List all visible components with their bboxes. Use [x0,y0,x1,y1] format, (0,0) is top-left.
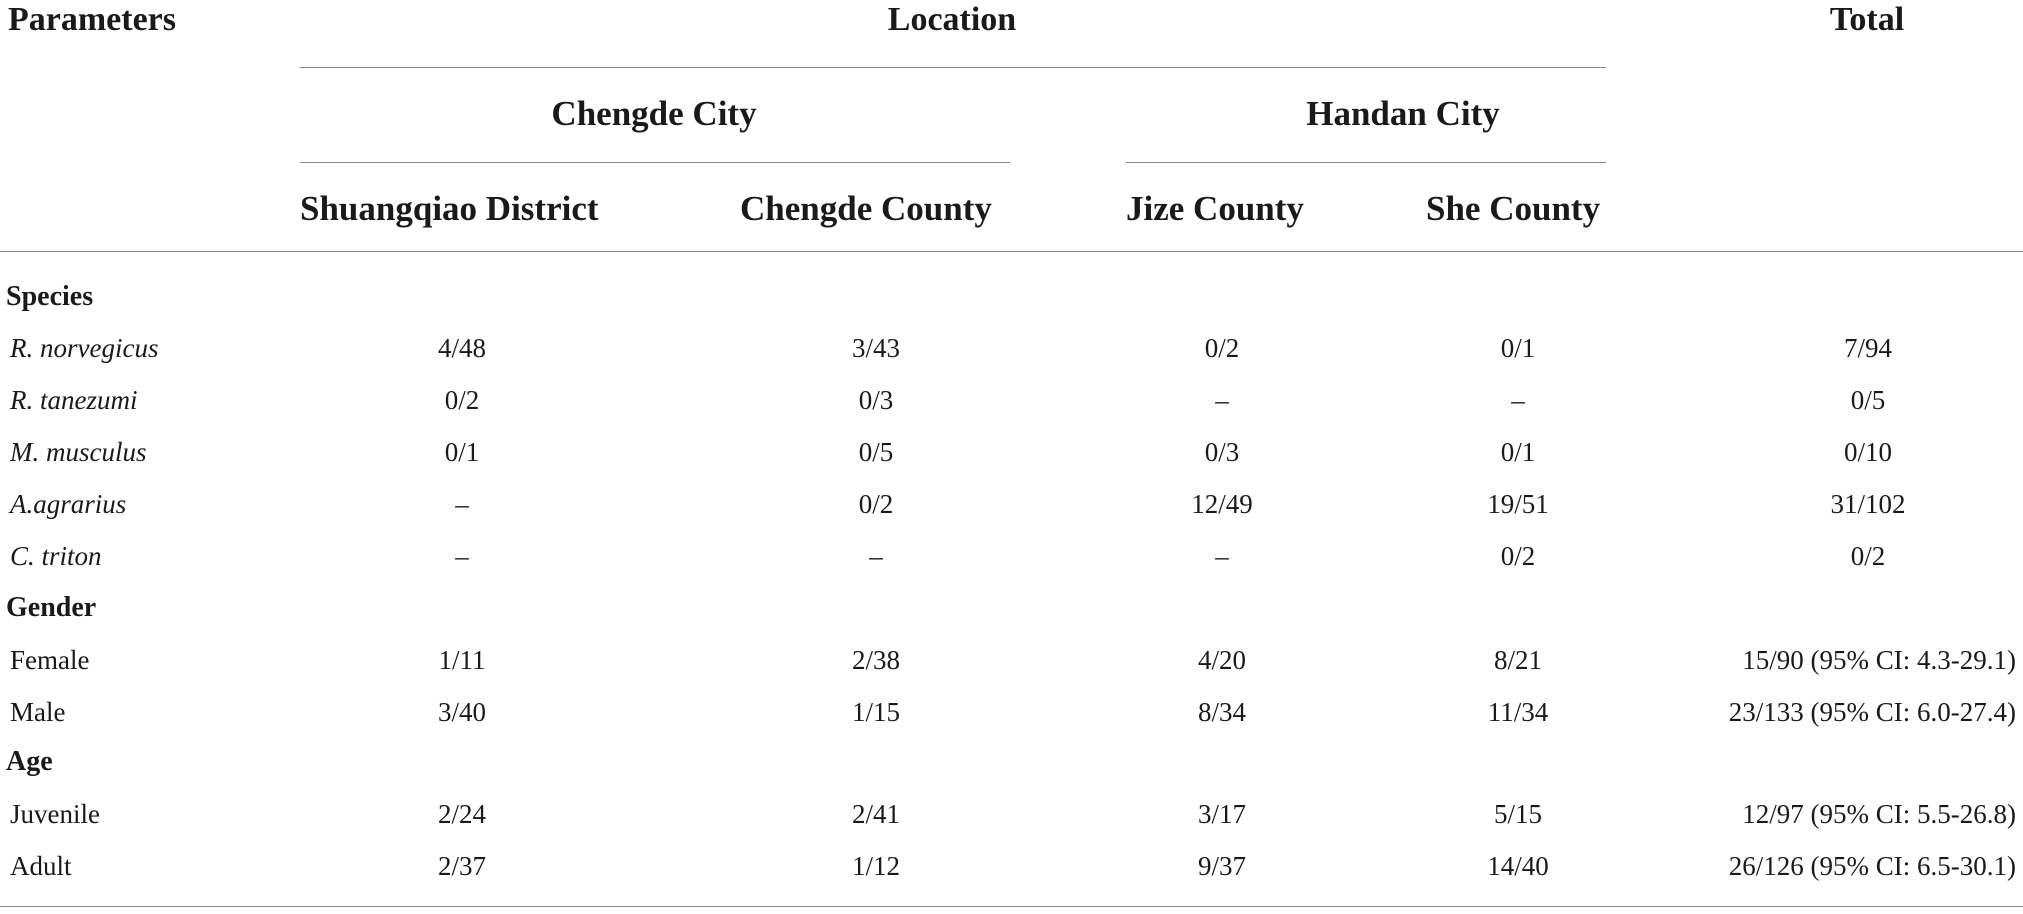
section-title-species: Species [6,281,94,312]
district-jize: Jize County [1126,189,1304,228]
cell-jize: 9/37 [1197,851,1247,881]
cell-shuangqiao: 2/24 [437,799,487,829]
header-bottom-rule [0,251,2023,252]
cell-total: 12/97 (95% CI: 5.5-26.8) [1742,799,2016,829]
city-chengde: Chengde City [551,94,757,133]
cell-total: 0/5 [1850,385,1886,415]
cell-total: 0/10 [1843,437,1893,467]
cell-chengde-county: 2/38 [851,645,901,675]
cell-jize: 0/2 [1204,333,1240,363]
cell-she: 11/34 [1487,697,1549,727]
row-label: M. musculus [10,437,147,467]
cell-chengde-county: 2/41 [851,799,901,829]
cell-jize: 3/17 [1197,799,1247,829]
cell-she: 19/51 [1487,489,1549,519]
cell-she: 8/21 [1493,645,1543,675]
city-handan: Handan City [1306,94,1500,133]
cell-shuangqiao: 2/37 [437,851,487,881]
row-label: A.agrarius [10,489,127,519]
section-title-gender: Gender [6,592,97,623]
cell-jize: – [1215,385,1229,415]
cell-jize: 4/20 [1197,645,1247,675]
cell-chengde-county: 1/12 [851,851,901,881]
cell-shuangqiao: 1/11 [438,645,486,675]
cell-shuangqiao: 4/48 [437,333,487,363]
cell-chengde-county: 0/2 [858,489,894,519]
cell-she: 5/15 [1493,799,1543,829]
row-label: Male [10,697,66,727]
district-shuangqiao: Shuangqiao District [300,189,599,228]
cell-chengde-county: 1/15 [851,697,901,727]
cell-shuangqiao: 0/2 [444,385,480,415]
row-label: Female [10,645,90,675]
header-parameters: Parameters [8,1,177,38]
handan-underline [1126,162,1606,163]
cell-she: 14/40 [1487,851,1549,881]
cell-she: 0/2 [1500,541,1536,571]
district-she: She County [1426,189,1601,228]
cell-total: 7/94 [1843,333,1893,363]
cell-shuangqiao: 3/40 [437,697,487,727]
cell-chengde-county: 3/43 [851,333,901,363]
cell-chengde-county: 0/3 [858,385,894,415]
cell-total: 15/90 (95% CI: 4.3-29.1) [1742,645,2016,675]
header-total: Total [1829,1,1905,38]
cell-jize: 0/3 [1204,437,1240,467]
location-underline [300,67,1606,68]
cell-she: – [1511,385,1525,415]
cell-jize: 8/34 [1197,697,1247,727]
cell-chengde-county: 0/5 [858,437,894,467]
cell-shuangqiao: 0/1 [444,437,480,467]
cell-total: 23/133 (95% CI: 6.0-27.4) [1728,697,2016,727]
cell-total: 31/102 [1830,489,1906,519]
cell-chengde-county: – [869,541,883,571]
row-label: R. tanezumi [10,385,138,415]
row-label: Adult [10,851,72,881]
cell-she: 0/1 [1500,333,1536,363]
cell-total: 26/126 (95% CI: 6.5-30.1) [1728,851,2016,881]
cell-she: 0/1 [1500,437,1536,467]
cell-jize: – [1215,541,1229,571]
header-location: Location [887,1,1017,38]
chengde-underline [300,162,1010,163]
cell-shuangqiao: – [455,489,469,519]
row-label: Juvenile [10,799,100,829]
section-title-age: Age [6,746,53,777]
row-label: C. triton [10,541,102,571]
cell-total: 0/2 [1850,541,1886,571]
district-chengde-county: Chengde County [740,189,992,228]
table-bottom-rule [0,906,2023,907]
cell-jize: 12/49 [1191,489,1253,519]
row-label: R. norvegicus [10,333,159,363]
cell-shuangqiao: – [455,541,469,571]
